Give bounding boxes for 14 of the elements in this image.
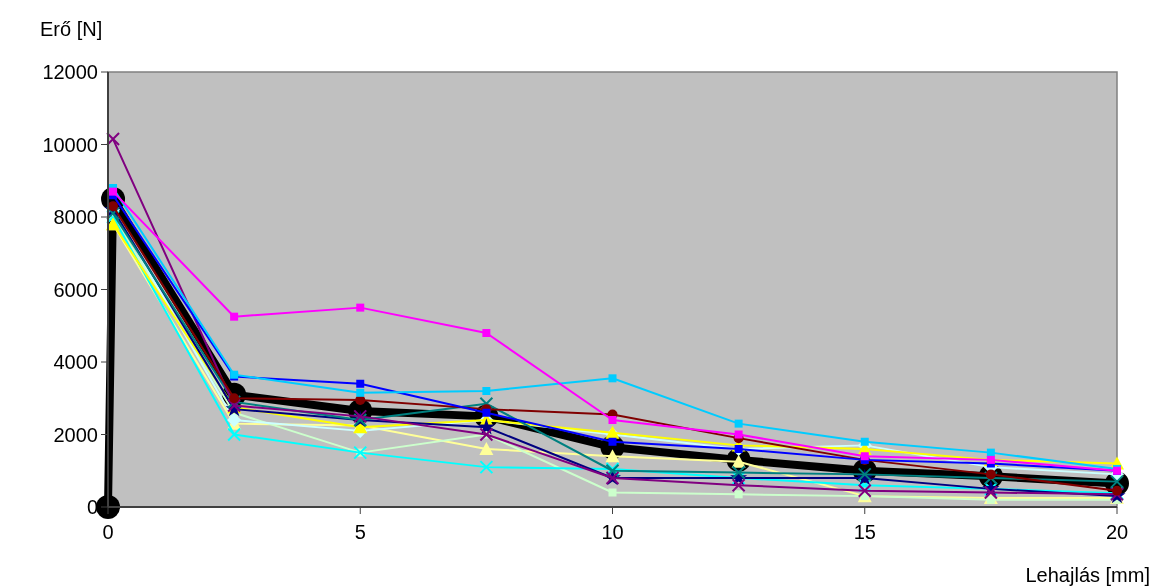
x-tick-label: 0 <box>102 521 114 543</box>
y-tick-label: 12000 <box>42 61 98 83</box>
x-tick-label: 5 <box>354 521 366 543</box>
y-tick-label: 0 <box>86 496 98 518</box>
y-tick-label: 8000 <box>53 206 98 228</box>
x-tick-label: 15 <box>853 521 876 543</box>
y-tick-label: 2000 <box>53 423 98 446</box>
x-axis-title: Lehajlás [mm] <box>1025 564 1150 586</box>
x-tick-label: 10 <box>601 521 624 543</box>
y-axis-title: Erő [N] <box>40 18 103 40</box>
y-tick-label: 10000 <box>42 133 98 156</box>
y-tick-label: 6000 <box>53 278 98 301</box>
x-tick-label: 20 <box>1105 521 1129 543</box>
y-tick-label: 4000 <box>53 351 98 373</box>
